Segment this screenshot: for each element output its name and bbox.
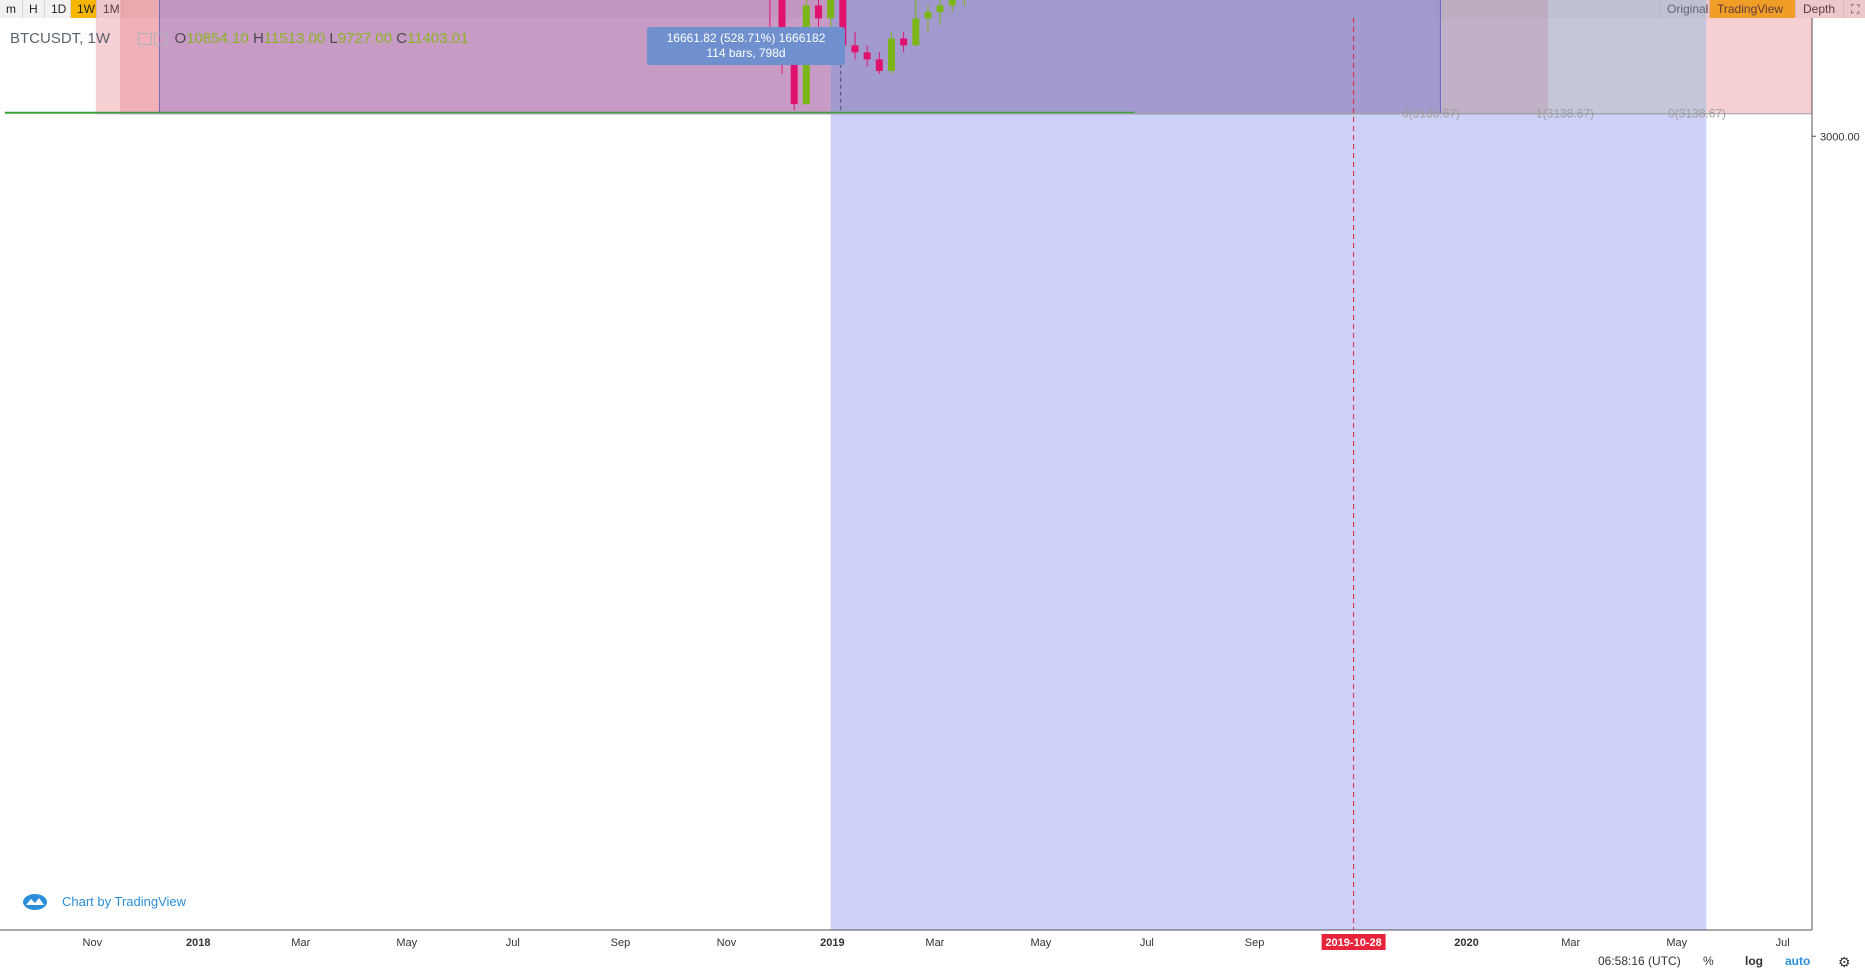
fib-level-lines (95, 113, 1865, 115)
candle-body (912, 18, 920, 46)
candle-body (887, 38, 895, 71)
view-original[interactable]: Original (1659, 0, 1709, 18)
low-value: 9727.00 (337, 30, 392, 47)
high-value: 11513.00 (263, 30, 326, 47)
time-tick-label: May (396, 937, 417, 949)
fullscreen-icon[interactable]: ⛶ (1843, 0, 1865, 18)
candle-body (900, 38, 908, 46)
time-tick-label: Jul (506, 937, 520, 949)
low-label: L (329, 30, 338, 47)
settings-icon[interactable] (154, 33, 169, 46)
candle-body (924, 11, 932, 19)
candle (912, 0, 920, 46)
view-tradingview[interactable]: TradingView (1709, 0, 1795, 18)
candle-body (948, 0, 956, 6)
candle-body (827, 0, 835, 19)
candle (948, 0, 956, 12)
time-tick-label: Mar (291, 937, 310, 949)
candle-body (778, 0, 786, 46)
gear-icon[interactable]: ⚙ (1838, 954, 1851, 970)
price-axis-bg (1812, 18, 1865, 930)
candle (827, 0, 835, 32)
close-value: 11403.01 (407, 30, 469, 47)
target-date-label: 2019-10-28 (1325, 937, 1381, 949)
candle-body (790, 45, 798, 105)
time-tick-label: Nov (83, 937, 103, 949)
fibonacci-zones (0, 0, 1865, 931)
candle-body (815, 5, 822, 19)
time-tick-label: Mar (925, 937, 944, 949)
candle-body (839, 0, 847, 46)
price-tick-label: 3000.00 (1820, 131, 1860, 143)
candle (887, 31, 895, 74)
fib-2019-zone-0.786 (830, 0, 1707, 114)
timeframe-1m[interactable]: 1M (97, 0, 123, 18)
timeframe-h[interactable]: H (23, 0, 45, 18)
target-date-badge (1321, 934, 1386, 950)
time-tick-label: Jul (1140, 937, 1154, 949)
candle (875, 52, 883, 74)
candle-body (875, 59, 883, 71)
candle (924, 5, 932, 32)
tradingview-logo-icon (23, 894, 47, 910)
timeframe-1d[interactable]: 1D (45, 0, 71, 18)
candle (863, 45, 871, 67)
bottom-bar: 06:58:16 (UTC) % log auto ⚙ (0, 950, 1865, 973)
fib-large-2017-label-0: 0(3138.67) (1668, 107, 1726, 121)
price-axis: 3000.004000.005000.006000.007000.008000.… (1811, 18, 1865, 930)
fib-large-2017-zone-0.236 (95, 0, 1865, 114)
log-toggle[interactable]: log (1745, 954, 1763, 968)
toolbar: mH1D1W1M OriginalTradingViewDepth⛶ (0, 0, 1865, 19)
close-label: C (396, 30, 408, 47)
timeframe-m[interactable]: m (0, 0, 23, 18)
open-value: 10854.10 (186, 30, 249, 47)
time-axis: Nov 2018 Mar May Jul Sep Nov 2019 Mar May Jul Sep 20… (0, 929, 1812, 950)
brand-text: Chart by TradingView (62, 894, 187, 909)
fib-2019-label-1: 1(3138.67) (1536, 107, 1594, 121)
fib-level-labels: 1(19786.96)0.786(16224.22)0.618(13427.31… (1402, 107, 1726, 121)
wave-annotations: (1)(2)(3)(4)(5)(A)(B)(C)(E)$ 17149 (1353, 18, 1355, 930)
measure-box-bottom (830, 113, 1707, 931)
fib-mid-label-0: 0(3138.67) (1402, 107, 1460, 121)
hide-icon[interactable] (138, 33, 153, 46)
time-tick-label: May (1666, 937, 1687, 949)
percent-toggle[interactable]: % (1703, 954, 1714, 968)
candle (851, 31, 859, 60)
time-tick-label: Jul (1776, 937, 1790, 949)
utc-clock: 06:58:16 (UTC) (1598, 954, 1681, 968)
candle-body (863, 52, 871, 60)
auto-toggle[interactable]: auto (1785, 954, 1811, 968)
time-tick-label: Nov (717, 937, 737, 949)
candle-body (851, 45, 859, 53)
symbol-label: BTCUSDT, 1W (10, 30, 111, 47)
timeframe-1w[interactable]: 1W (71, 0, 97, 18)
time-tick-label: Sep (611, 937, 631, 949)
plot-background (0, 18, 1812, 930)
time-tick-label: 2018 (186, 937, 210, 949)
measure-tooltip: 16661.82 (528.71%) 1666182 114 bars, 798… (647, 27, 845, 65)
time-tick-label: May (1030, 937, 1051, 949)
measure-change: 16661.82 (528.71%) 1666182 (666, 31, 826, 45)
high-label: H (252, 30, 264, 47)
measure-bars: 114 bars, 798d (706, 46, 786, 60)
time-tick-label: Mar (1561, 937, 1580, 949)
candle (900, 31, 908, 53)
symbol-legend: BTCUSDT, 1W O10854.10 H11513.00 L9727.00… (10, 30, 468, 47)
tradingview-branding[interactable]: Chart by TradingView (10, 889, 210, 915)
time-tick-label: 2020 (1454, 937, 1478, 949)
candle (963, 0, 965, 6)
time-tick-label: 2019 (820, 937, 844, 949)
candle-body (936, 5, 944, 12)
time-tick-label: Sep (1245, 937, 1265, 949)
candle (936, 0, 944, 26)
open-label: O (174, 30, 187, 47)
view-depth[interactable]: Depth (1795, 0, 1843, 18)
